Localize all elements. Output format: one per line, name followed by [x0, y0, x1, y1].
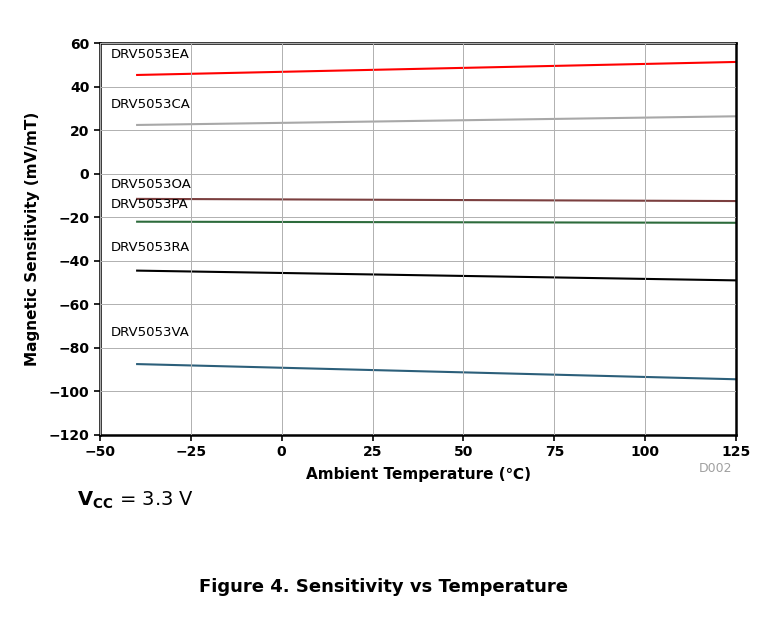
X-axis label: Ambient Temperature (℃): Ambient Temperature (℃) [305, 468, 531, 483]
Text: $\mathbf{V_{CC}}$ = 3.3 V: $\mathbf{V_{CC}}$ = 3.3 V [77, 489, 194, 510]
Text: DRV5053RA: DRV5053RA [110, 242, 190, 255]
Text: D002: D002 [699, 463, 732, 475]
Text: DRV5053CA: DRV5053CA [110, 98, 190, 111]
Text: DRV5053EA: DRV5053EA [110, 48, 189, 61]
Text: DRV5053PA: DRV5053PA [110, 198, 189, 211]
Text: Figure 4. Sensitivity vs Temperature: Figure 4. Sensitivity vs Temperature [199, 578, 568, 596]
Text: DRV5053OA: DRV5053OA [110, 178, 192, 191]
Y-axis label: Magnetic Sensitivity (mV/mT): Magnetic Sensitivity (mV/mT) [25, 112, 40, 366]
Text: DRV5053VA: DRV5053VA [110, 326, 189, 339]
